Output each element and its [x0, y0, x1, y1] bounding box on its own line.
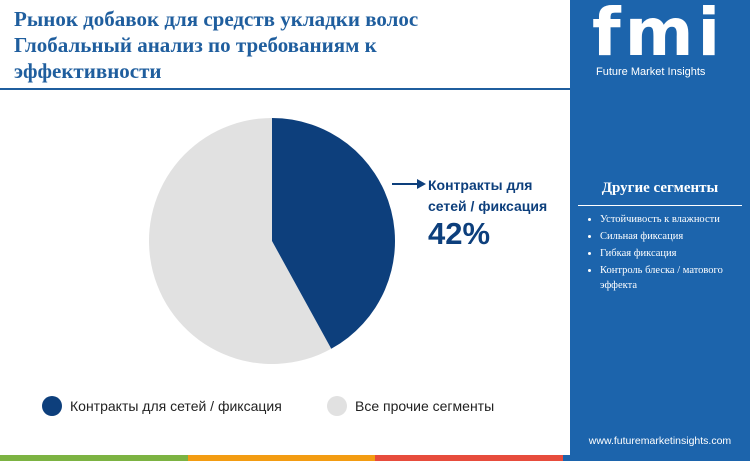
legend-swatch [42, 396, 62, 416]
legend-label: Контракты для сетей / фиксация [70, 398, 282, 414]
chart [149, 118, 426, 364]
brand-name: Future Market Insights [596, 66, 706, 78]
segment-item: Сильная фиксация [600, 229, 750, 244]
pie-slice [272, 118, 395, 349]
segment-item: Гибкая фиксация [600, 246, 750, 261]
url: www.futuremarketinsights.com [588, 435, 732, 447]
segment-item: Контроль блеска / матового эффекта [600, 263, 750, 293]
divider [578, 205, 742, 206]
chart-title: Рынок добавок для средств укладки волос … [14, 7, 419, 83]
arrow-head [417, 179, 426, 189]
legend-swatch [327, 396, 347, 416]
legend-label: Все прочие сегменты [355, 398, 495, 414]
annotation-label: Контракты для сетей / фиксация [428, 177, 548, 214]
side-panel: fmi Future Market Insights Другие сегмен… [570, 0, 750, 461]
segments-list: Устойчивость к влажности Сильная фиксаци… [584, 212, 750, 295]
legend-item: Все прочие сегменты [327, 396, 494, 416]
divider [0, 88, 570, 90]
segments-title: Другие сегменты [601, 180, 719, 196]
segment-item: Устойчивость к влажности [600, 212, 750, 227]
logo: fmi [592, 0, 725, 71]
legend-item: Контракты для сетей / фиксация [42, 396, 282, 416]
color-stripe [0, 455, 750, 461]
pie-slice [149, 118, 332, 364]
data-label: 42% [428, 216, 491, 251]
